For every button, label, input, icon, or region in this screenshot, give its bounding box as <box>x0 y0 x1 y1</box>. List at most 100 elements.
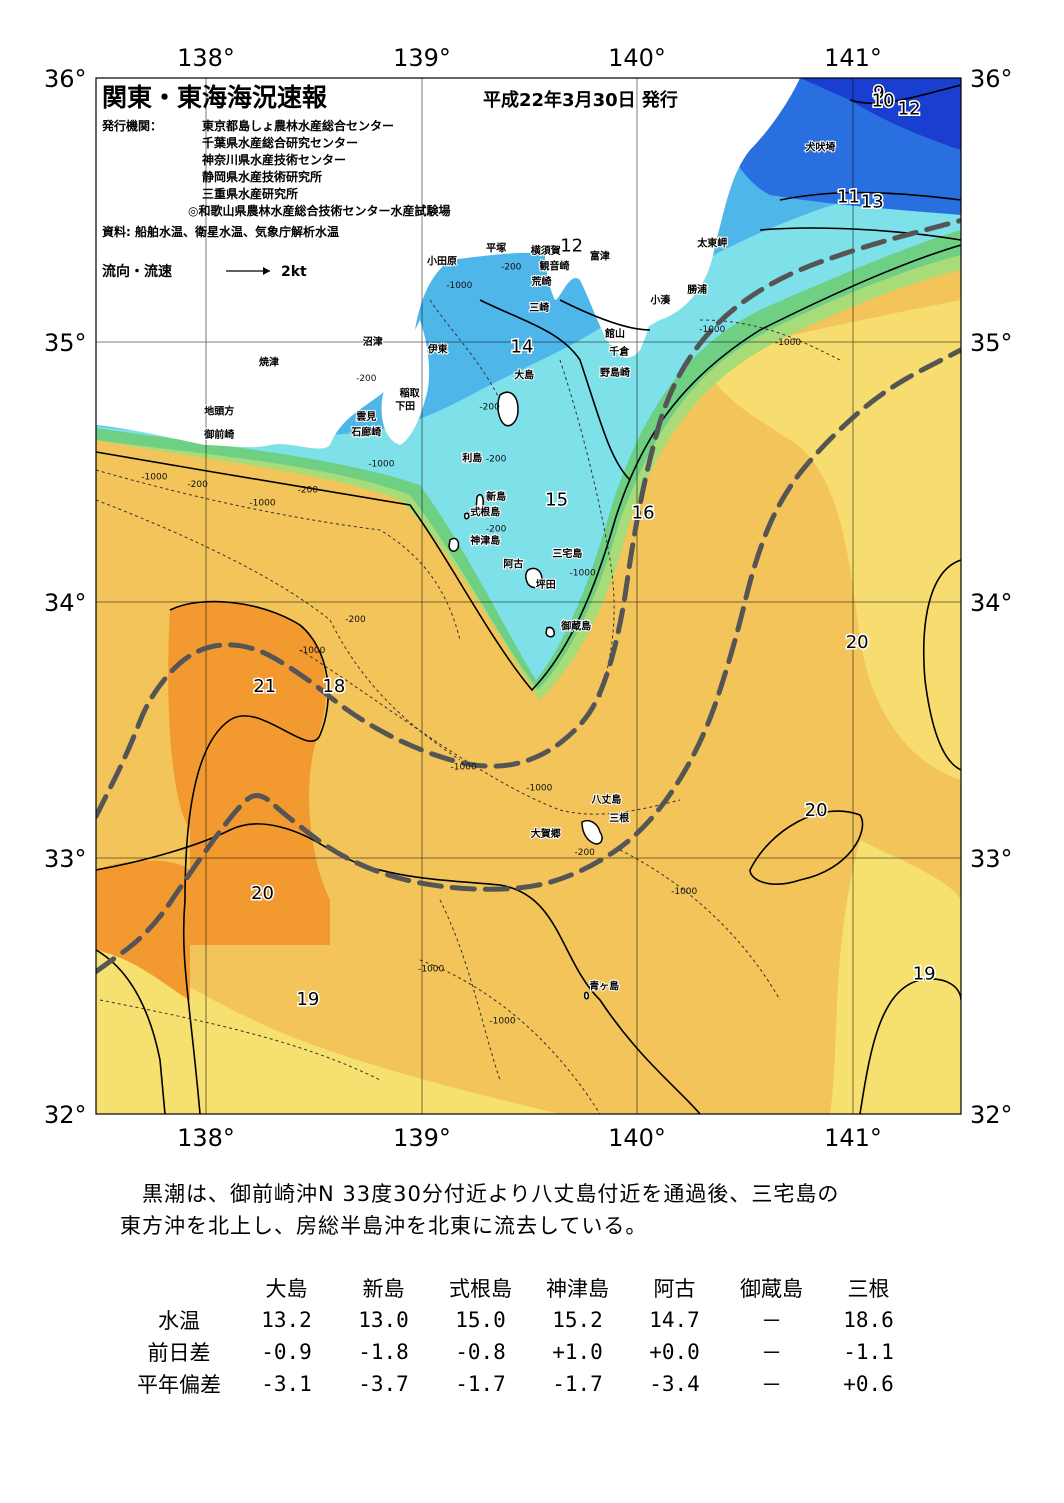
issuer-3: 神奈川県水産技術センター <box>202 152 346 167</box>
isotherm-label: 13 <box>861 192 884 213</box>
kuroshio-axes <box>96 217 961 975</box>
place-label: 利島 <box>462 451 482 464</box>
depth-label: -200 <box>486 454 507 464</box>
place-label: 観音崎 <box>540 260 570 273</box>
map-frame <box>95 77 962 1115</box>
lat-tick-left-32: 32° <box>44 1101 87 1129</box>
oshima-island <box>497 391 519 427</box>
lat-tick-left-36: 36° <box>44 65 87 93</box>
row-label: 水温 <box>158 1309 200 1333</box>
depth-labels: -200 -1000 -200 -200 -200 -1000 -200 -1000 -1000… <box>141 263 801 1027</box>
header-block: 関東・東海海況速報 平成22年3月30日 発行 発行機関： 東京都島しょ農林水産… <box>101 83 678 280</box>
isotherm-label: 12 <box>560 236 583 257</box>
land-honshu <box>96 78 961 449</box>
place-label: 太東岬 <box>696 236 727 249</box>
lon-tick-bottom-139: 139° <box>393 1124 451 1152</box>
miyakejima-island <box>525 567 543 589</box>
isotherm-label: 10 <box>872 91 895 112</box>
table-cell: 15.0 <box>455 1308 506 1332</box>
lon-tick-bottom-141: 141° <box>824 1124 882 1152</box>
depth-label: -1000 <box>299 646 325 656</box>
isotherm-label: 19 <box>296 989 319 1010</box>
lat-tick-right-32: 32° <box>970 1101 1013 1129</box>
lat-tick-right-34: 34° <box>970 589 1013 617</box>
aogashima-island <box>584 991 589 1000</box>
shikinejima-island <box>464 512 470 520</box>
depth-label: -1000 <box>249 498 275 508</box>
depth-contours <box>96 299 841 1114</box>
map-grid <box>96 78 961 1114</box>
lon-tick-bottom-138: 138° <box>177 1124 235 1152</box>
niijima-island <box>475 493 484 514</box>
table-row: 水温 13.2 13.0 15.0 15.2 14.7 － 18.6 <box>120 1304 917 1336</box>
place-label: 小田原 <box>426 255 457 268</box>
table-cell: -1.8 <box>358 1340 409 1364</box>
lat-tick-right-35: 35° <box>970 329 1013 357</box>
place-label: 雲見 <box>356 411 376 423</box>
place-label: 平塚 <box>486 242 506 255</box>
table-cell: +1.0 <box>552 1340 603 1364</box>
place-label: 富津 <box>590 249 610 262</box>
warm-orange-west <box>96 860 190 1000</box>
legend-speed: 2kt <box>281 264 307 280</box>
issuer-4: 静岡県水産技術研究所 <box>202 169 322 184</box>
mikurajima-island <box>545 626 555 638</box>
island-temperature-table: 大島 新島 式根島 神津島 阿古 御蔵島 三根 水温 13.2 13.0 15.… <box>120 1272 917 1400</box>
place-label: 荒崎 <box>531 275 552 288</box>
place-label: 大賀郷 <box>531 827 561 840</box>
axis-labels: 138° 139° 140° 141° 138° 139° 140° 141° … <box>44 44 1013 1152</box>
place-label: 横須賀 <box>531 244 561 257</box>
place-label: 伊東 <box>427 343 448 356</box>
place-label: 新島 <box>486 490 506 503</box>
lat-tick-left-35: 35° <box>44 329 87 357</box>
place-label: 御蔵島 <box>560 620 591 633</box>
table-cell: -1.7 <box>455 1372 506 1396</box>
issuer-1: 東京都島しょ農林水産総合センター <box>202 118 394 133</box>
table-cell: － <box>761 1309 782 1333</box>
depth-label: -200 <box>345 615 366 625</box>
place-label: 小湊 <box>649 293 671 306</box>
lon-tick-top-138: 138° <box>177 44 235 72</box>
table-cell: 13.2 <box>261 1308 312 1332</box>
place-label: 八丈島 <box>590 793 621 806</box>
depth-label: -200 <box>574 848 595 858</box>
lat-tick-right-36: 36° <box>970 65 1013 93</box>
issuer-2: 千葉県水産総合研究センター <box>202 135 358 150</box>
place-label: 式根島 <box>470 506 500 519</box>
table-corner <box>120 1272 238 1304</box>
place-label: 神津島 <box>470 534 500 547</box>
place-label: 三崎 <box>529 301 549 314</box>
place-label: 勝浦 <box>687 283 707 296</box>
place-label: 御前崎 <box>203 428 234 441</box>
summary-text: 黒潮は、御前崎沖N 33度30分付近より八丈島付近を通過後、三宅島の 東方沖を北… <box>120 1178 980 1242</box>
cool-yellow-east-patch <box>830 840 961 1114</box>
row-label: 平年偏差 <box>137 1373 221 1397</box>
summary-line-2: 東方沖を北上し、房総半島沖を北東に流去している。 <box>120 1214 648 1238</box>
depth-label: -200 <box>356 374 377 384</box>
yellow-east-patch <box>700 300 961 780</box>
depth-label: -200 <box>501 263 522 273</box>
lat-tick-right-33: 33° <box>970 845 1013 873</box>
place-label: 地頭方 <box>204 405 234 418</box>
depth-label: -1000 <box>141 472 167 482</box>
depth-label: -1000 <box>570 568 596 578</box>
place-label: 千倉 <box>609 345 630 358</box>
issuer-label: 発行機関： <box>101 118 162 133</box>
summary-line-1: 黒潮は、御前崎沖N 33度30分付近より八丈島付近を通過後、三宅島の <box>120 1182 840 1206</box>
isotherm-contours <box>96 84 961 1114</box>
depth-label: -1000 <box>671 887 697 897</box>
isotherm-label: 20 <box>846 632 869 653</box>
place-label: 下田 <box>395 401 415 413</box>
column-header: 大島 <box>265 1277 308 1301</box>
lon-tick-top-140: 140° <box>608 44 666 72</box>
table-cell: -3.4 <box>649 1372 700 1396</box>
table-row: 前日差 -0.9 -1.8 -0.8 +1.0 +0.0 － -1.1 <box>120 1336 917 1368</box>
table-cell: 15.2 <box>552 1308 603 1332</box>
hachijojima-island <box>581 820 603 845</box>
depth-label: -1000 <box>451 763 477 773</box>
place-label: 沼津 <box>363 335 383 348</box>
place-label: 犬吠埼 <box>805 141 835 154</box>
place-label: 焼津 <box>259 356 279 369</box>
